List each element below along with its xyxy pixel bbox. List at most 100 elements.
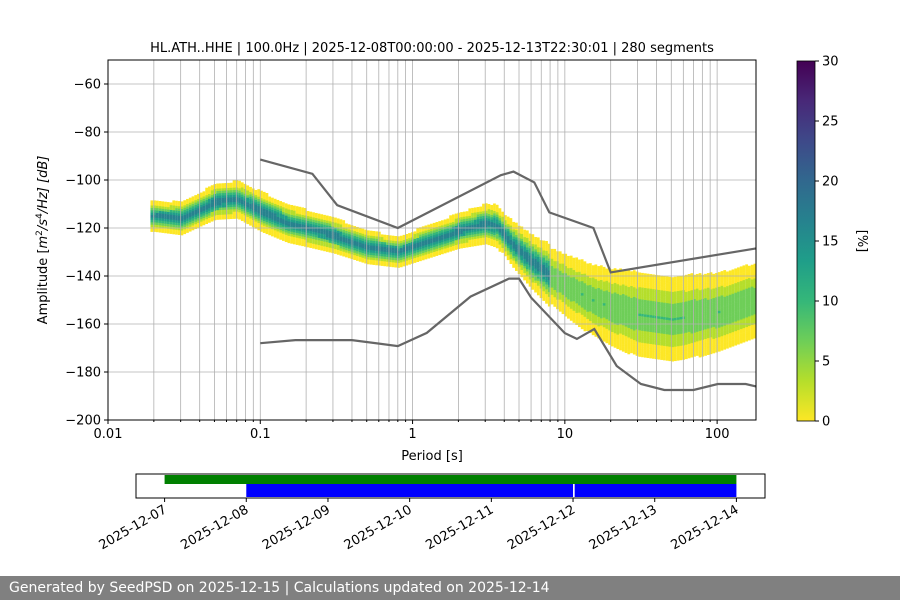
heatmap-cell bbox=[602, 314, 606, 318]
heatmap-cell bbox=[347, 241, 351, 244]
heatmap-cell bbox=[290, 217, 293, 220]
heatmap-cell bbox=[430, 254, 433, 258]
heatmap-cell bbox=[509, 230, 513, 233]
heatmap-cell bbox=[610, 295, 614, 299]
heatmap-cell bbox=[613, 280, 617, 283]
heatmap-cell bbox=[610, 312, 614, 316]
heatmap-cell bbox=[742, 303, 746, 307]
heatmap-cell bbox=[591, 298, 595, 302]
date-tick-label: 2025-12-10 bbox=[342, 502, 415, 553]
heatmap-cell bbox=[528, 264, 532, 268]
heatmap-cell bbox=[673, 334, 677, 338]
heatmap-cell bbox=[646, 297, 650, 301]
heatmap-cell bbox=[671, 342, 674, 345]
heatmap-cell bbox=[534, 246, 537, 250]
heatmap-cell bbox=[550, 284, 554, 288]
heatmap-cell bbox=[345, 252, 348, 255]
heatmap-cell bbox=[619, 278, 622, 281]
heatmap-cell bbox=[652, 334, 655, 338]
heatmap-cell bbox=[476, 231, 480, 234]
heatmap-cell bbox=[309, 230, 313, 234]
heatmap-cell bbox=[695, 297, 699, 301]
heatmap-cell bbox=[742, 330, 746, 333]
heatmap-cell bbox=[166, 214, 170, 217]
heatmap-cell bbox=[605, 282, 609, 286]
heatmap-cell bbox=[468, 210, 472, 214]
heatmap-cell bbox=[676, 302, 680, 306]
heatmap-cell bbox=[712, 309, 716, 313]
heatmap-cell bbox=[482, 227, 485, 231]
heatmap-cell bbox=[641, 328, 644, 331]
heatmap-cell bbox=[643, 290, 647, 293]
heatmap-cell bbox=[704, 307, 707, 311]
heatmap-cell bbox=[495, 240, 499, 244]
heatmap-cell bbox=[605, 304, 609, 308]
heatmap-cell bbox=[726, 309, 729, 313]
heatmap-cell bbox=[249, 203, 252, 207]
heatmap-cell bbox=[161, 203, 165, 207]
heatmap-cell bbox=[605, 285, 609, 289]
heatmap-cell bbox=[594, 288, 598, 292]
heatmap-cell bbox=[372, 259, 376, 263]
heatmap-cell bbox=[509, 256, 513, 260]
heatmap-cell bbox=[616, 298, 620, 302]
heatmap-cell bbox=[249, 201, 252, 205]
heatmap-cell bbox=[408, 247, 411, 251]
heatmap-cell bbox=[745, 283, 748, 287]
heatmap-cell bbox=[597, 311, 600, 315]
heatmap-cell bbox=[323, 236, 326, 240]
y-tick-label: −160 bbox=[65, 318, 101, 333]
heatmap-cell bbox=[668, 300, 672, 304]
heatmap-cell bbox=[194, 221, 198, 225]
heatmap-cell bbox=[218, 212, 222, 215]
heatmap-cell bbox=[553, 296, 557, 300]
heatmap-cell bbox=[164, 228, 167, 231]
heatmap-cell bbox=[476, 223, 480, 227]
heatmap-cell bbox=[608, 284, 611, 288]
heatmap-cell bbox=[657, 354, 661, 358]
heatmap-cell bbox=[498, 227, 502, 231]
heatmap-cell bbox=[646, 326, 650, 330]
heatmap-cell bbox=[684, 291, 688, 295]
heatmap-cell bbox=[449, 229, 452, 233]
heatmap-cell bbox=[643, 304, 647, 308]
heatmap-cell bbox=[739, 280, 743, 284]
heatmap-cell bbox=[660, 316, 664, 320]
heatmap-cell bbox=[597, 323, 600, 327]
heatmap-cell bbox=[641, 349, 644, 353]
heatmap-cell bbox=[260, 202, 263, 206]
heatmap-cell bbox=[608, 294, 611, 297]
heatmap-cell bbox=[328, 242, 332, 246]
heatmap-cell bbox=[668, 298, 672, 302]
heatmap-cell bbox=[704, 338, 707, 342]
heatmap-cell bbox=[608, 282, 611, 285]
heatmap-cell bbox=[728, 299, 732, 302]
heatmap-cell bbox=[569, 318, 573, 321]
heatmap-cell bbox=[726, 276, 729, 279]
heatmap-cell bbox=[218, 214, 222, 218]
heatmap-cell bbox=[249, 198, 252, 202]
heatmap-cell bbox=[405, 260, 409, 264]
heatmap-cell bbox=[509, 261, 513, 264]
heatmap-cell bbox=[558, 304, 562, 307]
heatmap-cell bbox=[506, 240, 510, 244]
heatmap-cell bbox=[292, 232, 296, 235]
heatmap-cell bbox=[177, 220, 181, 223]
heatmap-cell bbox=[701, 351, 705, 355]
heatmap-cell bbox=[641, 272, 644, 276]
heatmap-cell bbox=[580, 307, 584, 310]
heatmap-cell bbox=[454, 227, 458, 231]
heatmap-cell bbox=[627, 305, 631, 309]
heatmap-cell bbox=[353, 250, 357, 253]
heatmap-cell bbox=[616, 300, 620, 304]
heatmap-cell bbox=[405, 250, 409, 254]
heatmap-cell bbox=[208, 200, 211, 204]
heatmap-cell bbox=[380, 241, 384, 245]
heatmap-cell bbox=[638, 294, 642, 297]
heatmap-cell bbox=[673, 310, 677, 314]
heatmap-cell bbox=[449, 222, 452, 226]
heatmap-cell bbox=[673, 353, 677, 357]
heatmap-cell bbox=[704, 273, 707, 277]
heatmap-cell bbox=[243, 183, 247, 187]
heatmap-cell bbox=[462, 245, 466, 248]
